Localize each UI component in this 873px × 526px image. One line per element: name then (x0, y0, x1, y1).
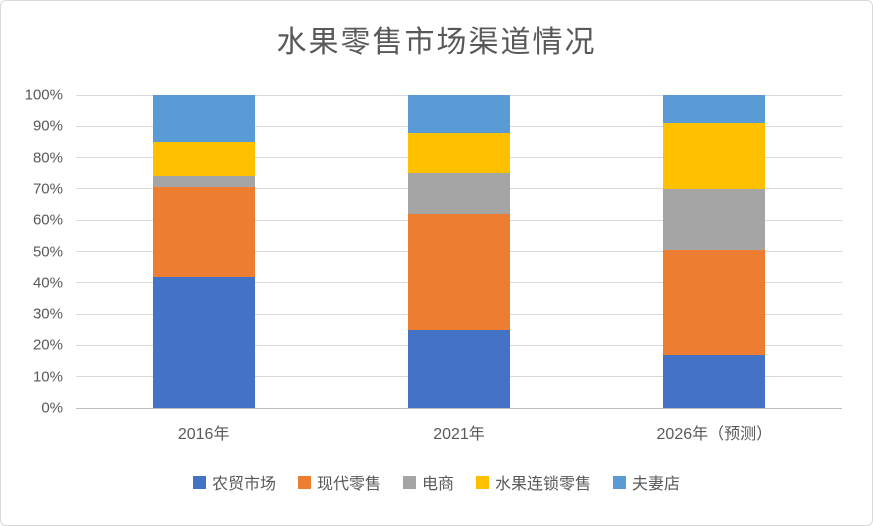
legend-marker-icon (476, 475, 489, 489)
bar-col-1 (408, 95, 510, 408)
bar-segment-2-4 (663, 95, 766, 124)
bar-segment-0-2 (152, 176, 255, 188)
y-axis-tick-label: 50% (32, 243, 63, 260)
y-axis-tick-label: 60% (32, 211, 63, 229)
legend-item-2: 电商 (402, 470, 454, 494)
legend-label: 农贸市场 (211, 476, 276, 493)
bar-segment-1-4 (408, 95, 510, 133)
x-axis-tick-label: 2021年 (433, 426, 485, 443)
y-axis-tick-label: 70% (32, 180, 63, 198)
legend-marker-icon (192, 475, 206, 489)
legend-item-4: 夫妻店 (613, 470, 680, 494)
legend-item-0: 农贸市场 (192, 470, 276, 494)
y-axis-tick-label: 80% (32, 149, 63, 167)
y-axis-tick-label: 30% (32, 305, 63, 323)
legend-marker-icon (613, 475, 627, 489)
legend-item-3: 水果连锁零售 (476, 470, 591, 494)
bar-segment-1-0 (408, 329, 510, 408)
legend-marker-icon (402, 475, 416, 489)
bar-col-2 (663, 95, 766, 408)
chart-title: 水果零售市场渠道情况 (276, 26, 597, 59)
bar-segment-0-1 (152, 187, 255, 277)
bar-segment-1-1 (408, 213, 510, 330)
x-axis-tick-label: 2026年（预测） (656, 426, 773, 443)
bar-segment-0-3 (152, 141, 255, 177)
y-axis-tick-label: 10% (32, 368, 63, 386)
bar-segment-2-0 (663, 354, 766, 408)
legend-label: 夫妻店 (632, 476, 681, 493)
bar-col-0 (152, 95, 255, 408)
y-axis-tick-label: 20% (32, 336, 63, 354)
bar-segment-1-2 (408, 173, 510, 214)
bar-segment-2-1 (663, 249, 766, 355)
legend-label: 水果连锁零售 (495, 476, 592, 493)
bar-segment-0-0 (152, 276, 255, 408)
y-axis-tick-label: 40% (32, 274, 63, 292)
legend-item-1: 现代零售 (297, 470, 381, 494)
bar-segment-2-3 (663, 123, 766, 189)
x-axis-line (76, 407, 842, 409)
x-axis-tick-label: 2016年 (177, 426, 230, 443)
y-axis-tick-label: 0% (41, 399, 63, 417)
y-axis-tick-label: 100% (24, 86, 63, 104)
bar-segment-2-2 (663, 188, 766, 250)
bar-segment-1-3 (408, 132, 510, 174)
legend-label: 电商 (421, 476, 454, 493)
y-axis-tick-label: 90% (32, 117, 63, 135)
chart-legend: 农贸市场 现代零售 电商 水果连锁零售 夫妻店 (1, 470, 872, 494)
legend-label: 现代零售 (316, 476, 381, 493)
legend-marker-icon (297, 475, 311, 489)
bar-segment-0-4 (152, 95, 255, 142)
gridline (76, 94, 842, 96)
